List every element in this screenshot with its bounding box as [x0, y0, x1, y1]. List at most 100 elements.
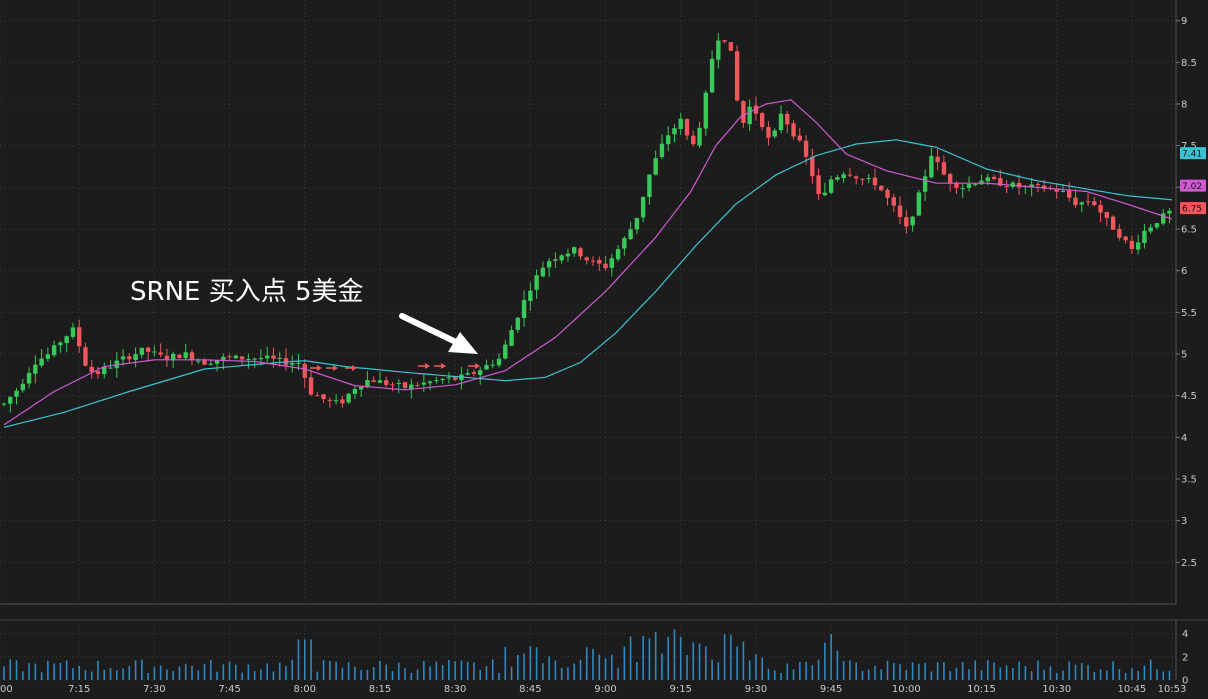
volume-bar [1080, 663, 1083, 680]
volume-bar [416, 669, 419, 680]
volume-bar [84, 669, 87, 680]
candle-body [1041, 185, 1047, 189]
volume-bar [611, 654, 613, 680]
volume-bar [222, 664, 225, 680]
volume-bar [786, 663, 789, 680]
volume-bar [203, 664, 206, 680]
candle-body [377, 380, 383, 383]
volume-bar [924, 662, 926, 680]
volume-bar [623, 646, 626, 680]
candle-body [672, 128, 677, 135]
candle-body [1, 403, 7, 405]
candle-body [697, 127, 702, 146]
x-tick-label: 10:30 [1042, 684, 1071, 695]
volume-bar [385, 664, 388, 680]
x-tick-label: 10:15 [967, 684, 996, 695]
marker-arrow-head [317, 365, 322, 371]
candle-body [20, 383, 25, 391]
candle-body [678, 118, 683, 130]
volume-bar [3, 666, 5, 680]
volume-bar [228, 661, 231, 680]
marker-arrow-head [425, 363, 430, 369]
candle-body [897, 205, 903, 217]
candle-body [127, 356, 132, 360]
y-tick-label: 9 [1181, 16, 1187, 27]
volume-bar [65, 660, 68, 680]
volume-bar [103, 669, 106, 680]
volume-bar [529, 646, 532, 680]
candle-body [578, 248, 583, 257]
volume-bar [504, 646, 507, 680]
volume-bar [341, 667, 344, 680]
volume-bar [943, 662, 945, 680]
y-tick-label: 5 [1181, 350, 1187, 361]
volume-bar [1168, 670, 1171, 680]
volume-bar [1093, 672, 1096, 680]
candle-body [791, 123, 796, 137]
candle-body [1117, 229, 1122, 238]
volume-bar [692, 642, 695, 680]
candle-body [954, 182, 959, 188]
volume-bar [153, 667, 156, 680]
candle-body [973, 184, 978, 186]
volume-bar [792, 669, 795, 680]
candle-body [70, 327, 76, 337]
candle-body [998, 177, 1003, 186]
x-tick-label: 9:00 [594, 684, 616, 695]
volume-bar [316, 671, 319, 680]
volume-bar [961, 661, 964, 680]
volume-bar [755, 654, 757, 680]
price-tags: 7.41 7.02 6.75 [1180, 147, 1206, 215]
candle-body [991, 176, 997, 180]
volume-bar [698, 643, 701, 680]
candle-body [509, 330, 514, 346]
candle-body [1123, 236, 1128, 241]
volume-bar [986, 660, 989, 680]
candle-body [747, 106, 752, 125]
volume-bar [886, 660, 889, 680]
candle-body [1004, 185, 1009, 187]
volume-grid [0, 633, 1176, 681]
candle-body [1054, 189, 1059, 192]
candle-body [597, 259, 602, 264]
candle-body [841, 174, 846, 179]
candle-body [772, 130, 777, 137]
volume-bar [285, 666, 287, 680]
volume-bar [147, 672, 149, 680]
volume-bar [410, 672, 413, 680]
volume-bar [360, 669, 362, 680]
volume-bar [592, 648, 594, 680]
volume-bar [9, 659, 12, 680]
x-tick-label: 8:15 [369, 684, 391, 695]
candle-body [164, 355, 170, 360]
volume-bar [429, 666, 431, 680]
candle-body [496, 358, 502, 366]
volume-bar [1018, 661, 1020, 680]
candle-body [384, 380, 389, 385]
volume-bar [761, 657, 763, 680]
candle-body [233, 355, 239, 359]
candle-body [58, 342, 63, 346]
candle-body [8, 397, 13, 404]
candle-body [1073, 197, 1078, 206]
volume-bar [473, 662, 475, 680]
candle-body [1167, 210, 1172, 214]
volume-bar [59, 662, 62, 680]
volume-bar [517, 655, 519, 680]
volume-bar [723, 634, 726, 680]
volume-bar [880, 669, 883, 680]
candle-body [584, 257, 589, 261]
candle-body [277, 358, 282, 360]
volume-bar [329, 660, 331, 680]
y-tick-label: 6 [1181, 266, 1187, 277]
volume-bar [842, 661, 845, 680]
volume-bar [1012, 667, 1014, 680]
y-tick-label: 2.5 [1181, 558, 1197, 569]
candle-body [1161, 213, 1166, 224]
candle-body [1104, 212, 1110, 218]
x-tick-label: 10:45 [1117, 684, 1146, 695]
volume-bar [968, 669, 970, 680]
volume-bar [629, 636, 632, 680]
volume-bars [3, 629, 1171, 680]
marker-arrow-head [333, 365, 338, 371]
